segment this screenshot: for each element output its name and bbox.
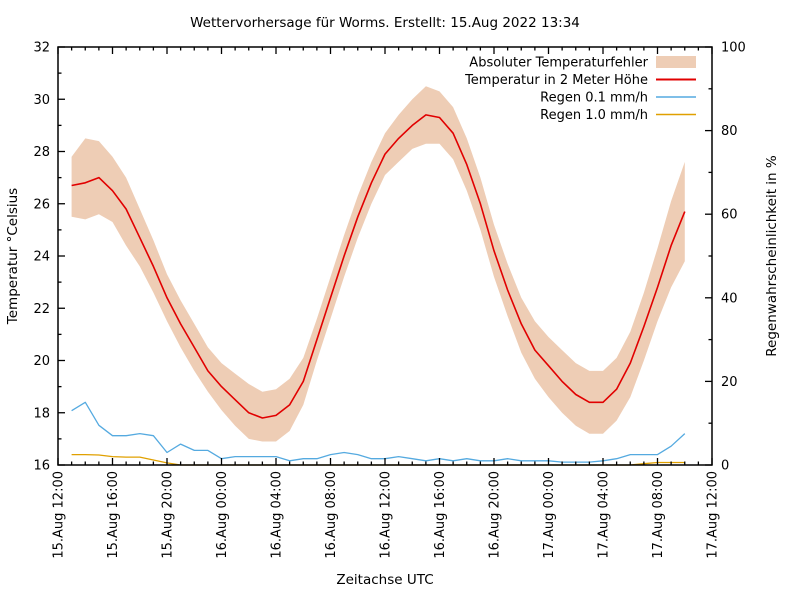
y-right-tick-label: 20 xyxy=(721,375,738,390)
x-tick-label: 17.Aug 08:00 xyxy=(651,471,666,559)
legend-label-error-band: Absoluter Temperaturfehler xyxy=(469,56,648,71)
y-left-tick-label: 32 xyxy=(33,41,50,56)
legend-label-rain-01: Regen 0.1 mm/h xyxy=(540,91,648,106)
x-tick-label: 16.Aug 12:00 xyxy=(379,471,394,559)
x-tick-label: 17.Aug 12:00 xyxy=(706,471,721,559)
y-right-tick-label: 60 xyxy=(721,208,738,223)
x-tick-label: 15.Aug 16:00 xyxy=(106,471,121,559)
rain-10-line xyxy=(71,453,685,466)
y-right-tick-label: 100 xyxy=(721,41,746,56)
y-left-axis-title: Temperatur °Celsius xyxy=(5,188,21,325)
y-left-tick-label: 16 xyxy=(33,459,50,474)
legend-label-rain-10: Regen 1.0 mm/h xyxy=(540,108,648,123)
axis-ticks xyxy=(57,46,713,466)
y-right-tick-label: 40 xyxy=(721,291,738,306)
x-tick-label: 16.Aug 16:00 xyxy=(433,471,448,559)
temperature-line xyxy=(71,114,686,419)
x-tick-label: 16.Aug 04:00 xyxy=(270,471,285,559)
rain-01-line xyxy=(71,401,686,463)
y-right-tick-label: 0 xyxy=(721,459,729,474)
y-right-tick-labels: 0 20 40 60 80 100 xyxy=(721,41,746,474)
x-tick-label: 16.Aug 00:00 xyxy=(215,471,230,559)
x-tick-labels: 15.Aug 12:00 15.Aug 16:00 15.Aug 20:00 16.A… xyxy=(52,471,721,559)
error-band xyxy=(71,86,685,442)
x-axis-title: Zeitachse UTC xyxy=(336,572,433,588)
y-left-tick-label: 20 xyxy=(33,354,50,369)
y-left-tick-label: 30 xyxy=(33,93,50,108)
y-left-tick-label: 22 xyxy=(33,302,50,317)
x-tick-label: 16.Aug 20:00 xyxy=(488,471,503,559)
legend-label-temperature: Temperatur in 2 Meter Höhe xyxy=(464,73,648,88)
legend: Absoluter Temperaturfehler Temperatur in… xyxy=(464,56,696,123)
legend-swatch-error-band xyxy=(656,56,696,68)
x-tick-label: 15.Aug 20:00 xyxy=(161,471,176,559)
x-tick-label: 16.Aug 08:00 xyxy=(324,471,339,559)
x-tick-label: 15.Aug 12:00 xyxy=(52,471,67,559)
x-tick-label: 17.Aug 00:00 xyxy=(542,471,557,559)
y-left-tick-label: 28 xyxy=(33,145,50,160)
y-right-tick-label: 80 xyxy=(721,124,738,139)
y-left-tick-label: 24 xyxy=(33,250,50,265)
y-right-axis-title: Regenwahrscheinlichkeit in % xyxy=(764,155,780,357)
x-tick-label: 17.Aug 04:00 xyxy=(597,471,612,559)
y-left-tick-label: 18 xyxy=(33,406,50,421)
y-left-tick-labels: 16 18 20 22 24 26 28 30 32 xyxy=(33,41,50,474)
y-left-tick-label: 26 xyxy=(33,197,50,212)
chart-title: Wettervorhersage für Worms. Erstellt: 15… xyxy=(190,15,580,31)
